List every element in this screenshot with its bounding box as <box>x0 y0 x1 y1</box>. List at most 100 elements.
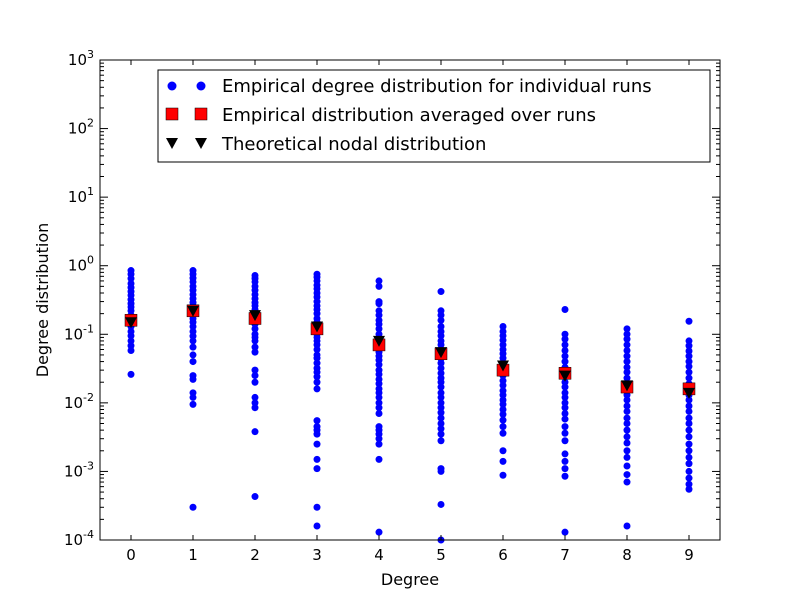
individual-run-point <box>189 393 197 401</box>
theoretical-point <box>435 347 447 359</box>
individual-run-point <box>561 472 569 480</box>
y-axis-label: Degree distribution <box>33 223 52 378</box>
individual-run-point <box>561 415 569 423</box>
individual-run-point <box>251 399 259 407</box>
individual-run-point <box>623 330 631 338</box>
individual-run-point <box>499 400 507 408</box>
individual-run-point <box>251 372 259 380</box>
theoretical-point <box>125 317 137 329</box>
individual-run-point <box>189 400 197 408</box>
individual-run-point <box>251 404 259 412</box>
individual-run-point <box>561 528 569 536</box>
legend-box <box>157 69 711 163</box>
individual-run-point <box>189 358 197 366</box>
individual-run-point <box>685 485 693 493</box>
individual-run-point <box>189 351 197 359</box>
individual-run-point <box>685 480 693 488</box>
individual-run-point <box>313 359 321 367</box>
individual-run-point <box>561 305 569 313</box>
individual-run-point <box>251 343 259 351</box>
individual-run-point <box>375 440 383 448</box>
individual-run-point <box>375 277 383 285</box>
individual-run-point <box>313 440 321 448</box>
individual-run-point <box>623 471 631 479</box>
individual-run-point <box>561 393 569 401</box>
individual-run-point <box>499 381 507 389</box>
individual-run-point <box>685 402 693 410</box>
individual-run-point <box>561 352 569 360</box>
individual-run-point <box>251 337 259 345</box>
individual-run-point <box>623 453 631 461</box>
individual-run-point <box>685 467 693 475</box>
individual-run-point <box>127 337 135 345</box>
individual-run-point <box>313 503 321 511</box>
individual-run-point <box>561 341 569 349</box>
individual-run-point <box>499 457 507 465</box>
individual-run-point <box>623 522 631 530</box>
theoretical-point <box>621 380 633 392</box>
individual-run-point <box>561 404 569 412</box>
individual-run-point <box>561 450 569 458</box>
individual-run-point <box>685 447 693 455</box>
individual-run-point <box>437 288 445 296</box>
individual-run-point <box>623 478 631 486</box>
x-tick-label: 8 <box>622 546 632 564</box>
individual-run-point <box>685 358 693 366</box>
plot-frame <box>99 59 721 541</box>
x-tick-label: 6 <box>498 546 508 564</box>
plot-marks <box>124 267 696 544</box>
individual-run-point <box>623 335 631 343</box>
individual-run-point <box>499 429 507 437</box>
individual-run-point <box>313 522 321 530</box>
individual-run-point <box>685 362 693 370</box>
individual-run-point <box>623 374 631 382</box>
individual-run-point <box>251 366 259 374</box>
individual-run-point <box>375 300 383 308</box>
individual-run-point <box>685 474 693 482</box>
individual-run-point <box>437 332 445 340</box>
individual-run-point <box>313 455 321 463</box>
individual-run-point <box>437 399 445 407</box>
individual-run-point <box>499 322 507 330</box>
individual-run-point <box>251 325 259 333</box>
legend-marker-theoretical <box>195 138 207 149</box>
individual-run-point <box>685 407 693 415</box>
individual-run-point <box>499 406 507 414</box>
y-tick-label: 101 <box>68 185 94 206</box>
individual-run-point <box>561 437 569 445</box>
individual-run-point <box>623 447 631 455</box>
individual-run-point <box>437 364 445 372</box>
individual-run-point <box>189 322 197 330</box>
individual-run-point <box>623 368 631 376</box>
individual-run-point <box>685 317 693 325</box>
individual-run-point <box>499 410 507 418</box>
individual-run-point <box>127 332 135 340</box>
theoretical-point <box>187 305 199 317</box>
individual-run-point <box>375 361 383 369</box>
y-tick-label: 100 <box>68 254 94 275</box>
individual-run-point <box>437 419 445 427</box>
x-tick-label: 4 <box>374 546 384 564</box>
individual-run-point <box>623 325 631 333</box>
individual-run-point <box>623 352 631 360</box>
individual-run-point <box>499 447 507 455</box>
theoretical-point <box>559 370 571 382</box>
individual-run-point <box>685 368 693 376</box>
y-tick-label: 10-2 <box>64 391 94 412</box>
individual-run-point <box>623 347 631 355</box>
individual-run-point <box>561 457 569 465</box>
individual-run-point <box>313 354 321 362</box>
individual-run-point <box>313 378 321 386</box>
x-tick-label: 0 <box>126 546 136 564</box>
x-tick-label: 2 <box>250 546 260 564</box>
individual-run-point <box>561 465 569 473</box>
individual-run-point <box>623 396 631 404</box>
individual-run-point <box>313 385 321 393</box>
individual-run-point <box>685 374 693 382</box>
legend-marker-averaged <box>165 107 179 121</box>
individual-run-point <box>437 467 445 475</box>
individual-run-point <box>685 440 693 448</box>
individual-run-point <box>623 426 631 434</box>
individual-run-point <box>127 370 135 378</box>
